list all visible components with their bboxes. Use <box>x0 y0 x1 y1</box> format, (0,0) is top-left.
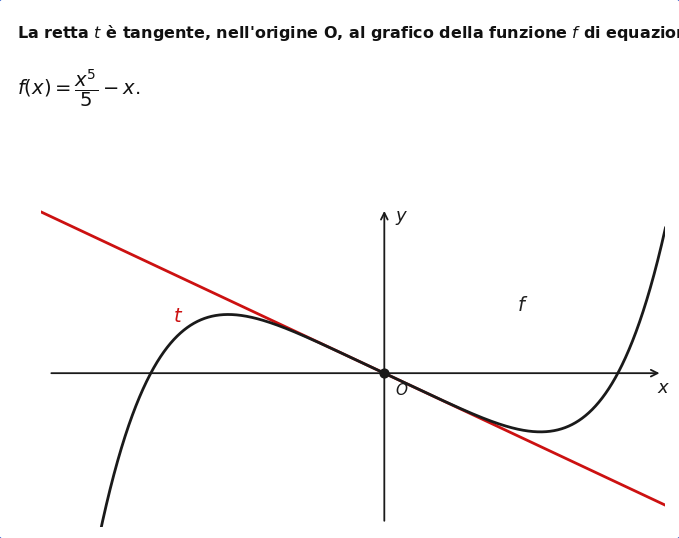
Text: $x$: $x$ <box>657 379 670 397</box>
Text: $f$: $f$ <box>517 296 528 315</box>
Point <box>379 369 390 378</box>
Text: $t$: $t$ <box>174 308 184 326</box>
Text: $O$: $O$ <box>395 382 409 398</box>
Text: La retta $t$ è tangente, nell'origine O, al grafico della funzione $f$ di equazi: La retta $t$ è tangente, nell'origine O,… <box>17 23 679 43</box>
Text: $y$: $y$ <box>395 209 409 227</box>
Text: $f(x) = \dfrac{x^5}{5} - x.$: $f(x) = \dfrac{x^5}{5} - x.$ <box>17 67 141 109</box>
